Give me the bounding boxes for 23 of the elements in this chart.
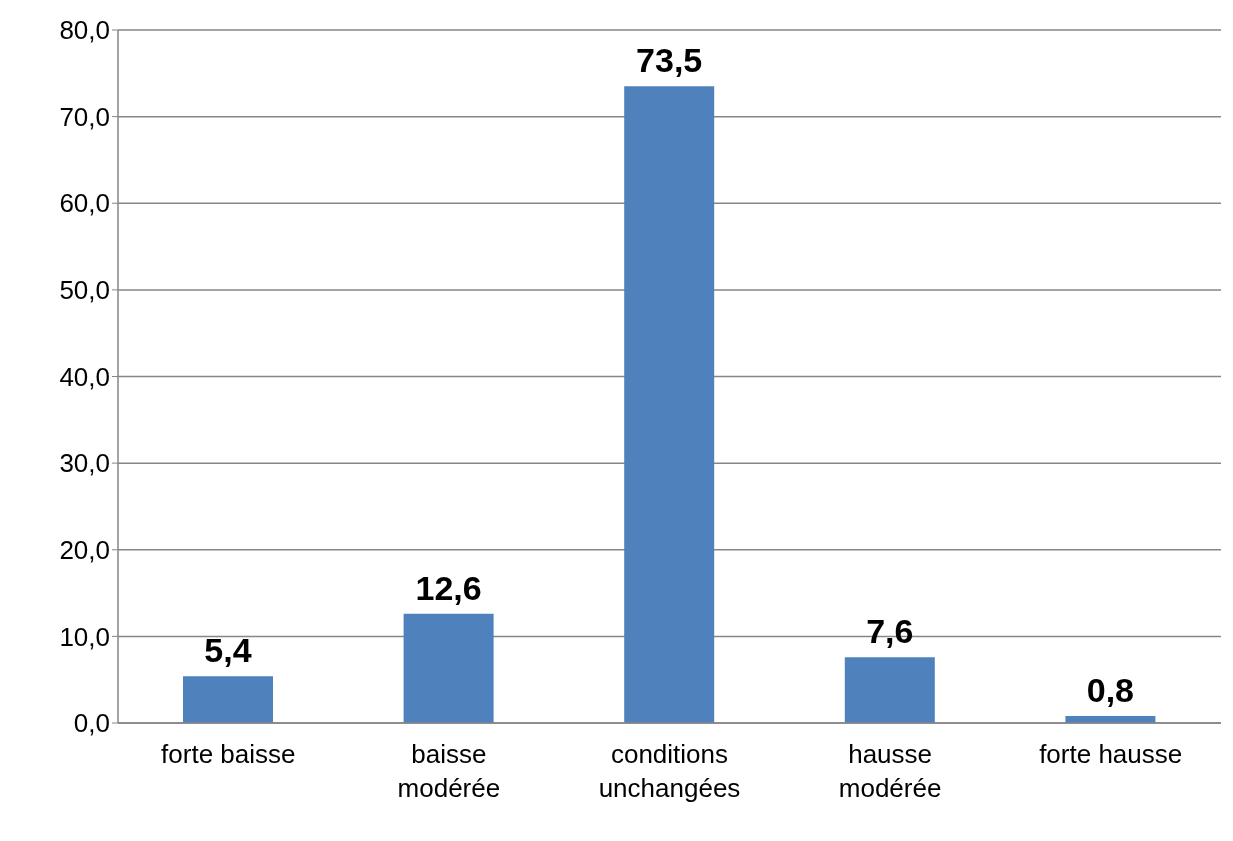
y-tick-label: 10,0 bbox=[59, 621, 110, 652]
data-label: 73,5 bbox=[636, 41, 703, 80]
y-tick-label: 0,0 bbox=[73, 708, 110, 739]
y-tick-label: 70,0 bbox=[59, 101, 110, 132]
bar bbox=[183, 676, 273, 723]
data-label: 12,6 bbox=[415, 568, 482, 607]
data-label: 7,6 bbox=[866, 612, 914, 651]
x-tick-label: hausse modérée bbox=[838, 739, 942, 803]
y-tick-label: 30,0 bbox=[59, 448, 110, 479]
y-tick-label: 80,0 bbox=[59, 15, 110, 46]
y-tick-label: 40,0 bbox=[59, 361, 110, 392]
x-tick-label: conditions unchangées bbox=[598, 739, 741, 803]
y-tick-label: 60,0 bbox=[59, 188, 110, 219]
x-tick-label: forte baisse bbox=[161, 739, 296, 769]
bar bbox=[624, 86, 715, 723]
bar bbox=[403, 613, 494, 723]
data-label: 5,4 bbox=[204, 631, 252, 670]
data-label: 0,8 bbox=[1086, 671, 1135, 710]
x-tick-label: baisse modérée bbox=[397, 739, 501, 803]
y-tick-label: 20,0 bbox=[59, 534, 110, 565]
y-tick-label: 50,0 bbox=[59, 275, 110, 306]
x-tick-label: forte hausse bbox=[1039, 739, 1183, 769]
bar bbox=[844, 657, 935, 723]
